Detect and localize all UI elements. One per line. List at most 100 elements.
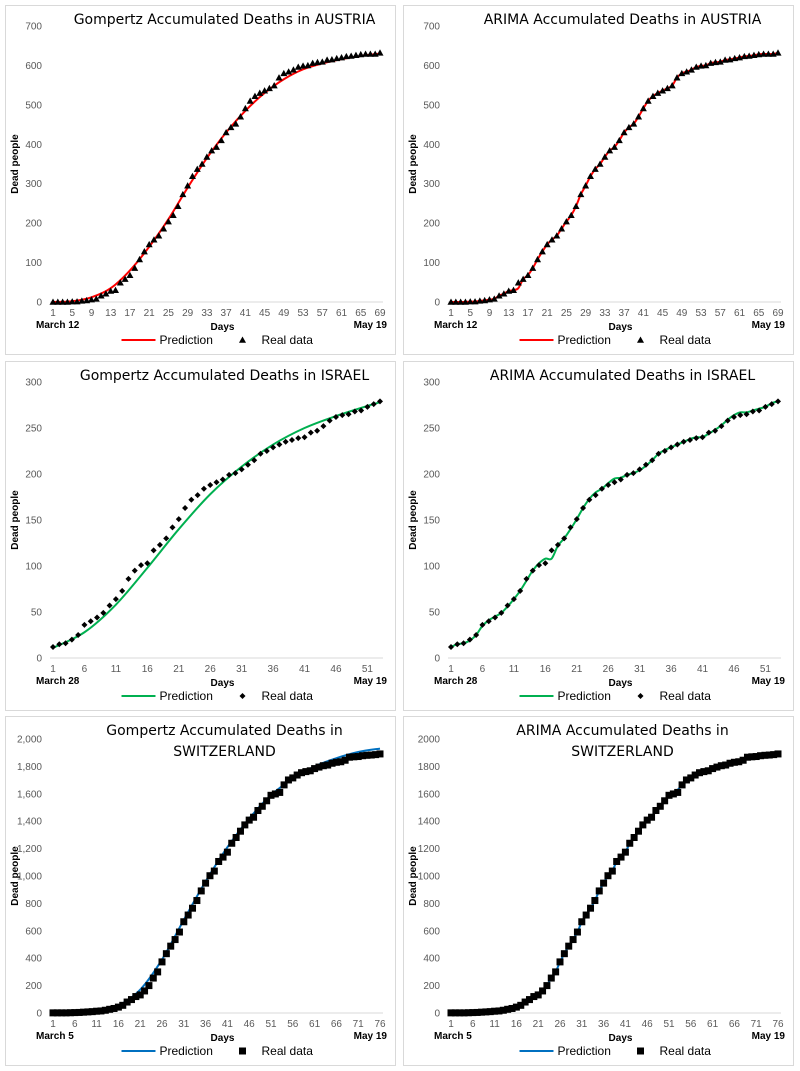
real-data-point (320, 423, 327, 430)
real-data-point (764, 50, 772, 57)
real-data-point (558, 225, 566, 232)
x-axis-label: Days (609, 678, 633, 689)
x-tick-label: 16 (540, 664, 552, 675)
real-data-point (351, 408, 358, 415)
real-data-point (194, 492, 201, 499)
real-data-point (730, 413, 737, 420)
y-tick-label: 50 (429, 608, 441, 619)
x-start-date-label: March 5 (36, 1031, 74, 1042)
real-data-point (615, 136, 623, 144)
x-tick-label: 49 (676, 308, 688, 319)
x-tick-label: 53 (695, 308, 707, 319)
real-data-point (237, 113, 245, 120)
real-data-point (323, 56, 331, 63)
y-tick-label: 100 (423, 562, 440, 573)
legend-real-data-label: Real data (262, 333, 314, 347)
real-data-point (735, 758, 743, 766)
real-data-point (712, 427, 719, 434)
real-data-point (669, 790, 677, 798)
real-data-point (447, 298, 455, 305)
real-data-point (80, 1008, 88, 1016)
x-tick-label: 1 (50, 1019, 56, 1030)
real-data-point (319, 762, 327, 770)
real-data-point (529, 264, 537, 271)
real-data-point (339, 412, 346, 419)
x-tick-label: 31 (576, 1019, 588, 1030)
chart-title: Gompertz Accumulated Deaths in AUSTRIA (74, 12, 376, 28)
x-tick-label: 51 (265, 1019, 277, 1030)
chart-arima-austria: ARIMA Accumulated Deaths in AUSTRIA 0 100 2… (403, 5, 794, 355)
x-tick-label: 21 (135, 1019, 147, 1030)
y-tick-label: 100 (423, 258, 440, 269)
real-data-point (718, 423, 725, 430)
real-data-point (755, 50, 763, 58)
y-tick-label: 1,600 (17, 789, 42, 800)
legend-prediction-label: Prediction (160, 333, 213, 347)
y-axis-label: Dead people (408, 134, 419, 194)
real-data-point (749, 408, 756, 415)
real-data-point (649, 457, 656, 464)
x-tick-label: 21 (533, 1019, 545, 1030)
real-data-point (125, 575, 132, 582)
chart-title: ARIMA Accumulated Deaths in (516, 723, 728, 739)
real-data-point (760, 50, 768, 57)
real-data-point (275, 74, 283, 81)
real-data-point (756, 407, 763, 414)
y-tick-label: 200 (423, 981, 440, 992)
x-tick-label: 36 (200, 1019, 212, 1030)
prediction-line (52, 747, 381, 1014)
legend-real-data-label: Real data (660, 689, 712, 703)
real-data-point (473, 1008, 481, 1016)
x-tick-label: 16 (511, 1019, 523, 1030)
real-data-point (293, 771, 301, 779)
real-data-point (636, 466, 643, 473)
real-data-point (737, 412, 744, 419)
x-end-date-label: May 19 (752, 320, 786, 331)
real-data-point (289, 774, 297, 782)
chart-title: Gompertz Accumulated Deaths in ISRAEL (80, 368, 370, 384)
real-data-point (717, 762, 725, 770)
real-data-point (634, 827, 642, 835)
y-tick-label: 150 (423, 516, 440, 527)
real-data-point (529, 567, 536, 574)
real-data-point (342, 52, 350, 60)
chart-gompertz-austria: Gompertz Accumulated Deaths in AUSTRIA 0 1… (5, 5, 396, 355)
real-data-point (213, 143, 220, 150)
real-data-point (56, 641, 63, 648)
real-data-point (486, 1008, 494, 1016)
real-data-point (341, 756, 349, 764)
real-data-point (606, 147, 614, 154)
x-tick-label: 6 (470, 1019, 476, 1030)
real-data-point (282, 438, 289, 445)
real-data-point (774, 750, 782, 758)
x-tick-label: 57 (317, 308, 329, 319)
real-data-point (454, 641, 461, 648)
y-tick-label: 400 (25, 954, 42, 965)
real-data-point (478, 1008, 486, 1016)
real-data-point (577, 190, 585, 198)
real-data-point (200, 485, 207, 492)
real-data-point (659, 87, 667, 94)
real-data-point (587, 904, 595, 912)
x-tick-label: 21 (173, 664, 185, 675)
real-data-point (582, 182, 590, 189)
real-data-point (543, 982, 551, 990)
x-tick-label: 49 (278, 308, 290, 319)
real-data-point (263, 448, 270, 454)
chart-arima-israel: ARIMA Accumulated Deaths in ISRAEL 0 50 100… (403, 361, 794, 711)
real-data-point (761, 751, 769, 759)
x-tick-label: 61 (336, 308, 348, 319)
real-data-point (514, 279, 522, 286)
x-tick-label: 1 (448, 664, 454, 675)
real-data-point (116, 279, 124, 286)
real-data-point (150, 547, 157, 554)
x-tick-label: 11 (509, 664, 520, 675)
real-data-point (345, 753, 353, 761)
x-tick-label: 51 (663, 1019, 675, 1030)
y-tick-label: 250 (423, 424, 440, 435)
real-data-point (565, 942, 573, 950)
real-data-point (519, 275, 527, 282)
real-data-point (457, 298, 465, 305)
real-data-point (582, 911, 590, 919)
real-data-point (504, 1005, 512, 1013)
